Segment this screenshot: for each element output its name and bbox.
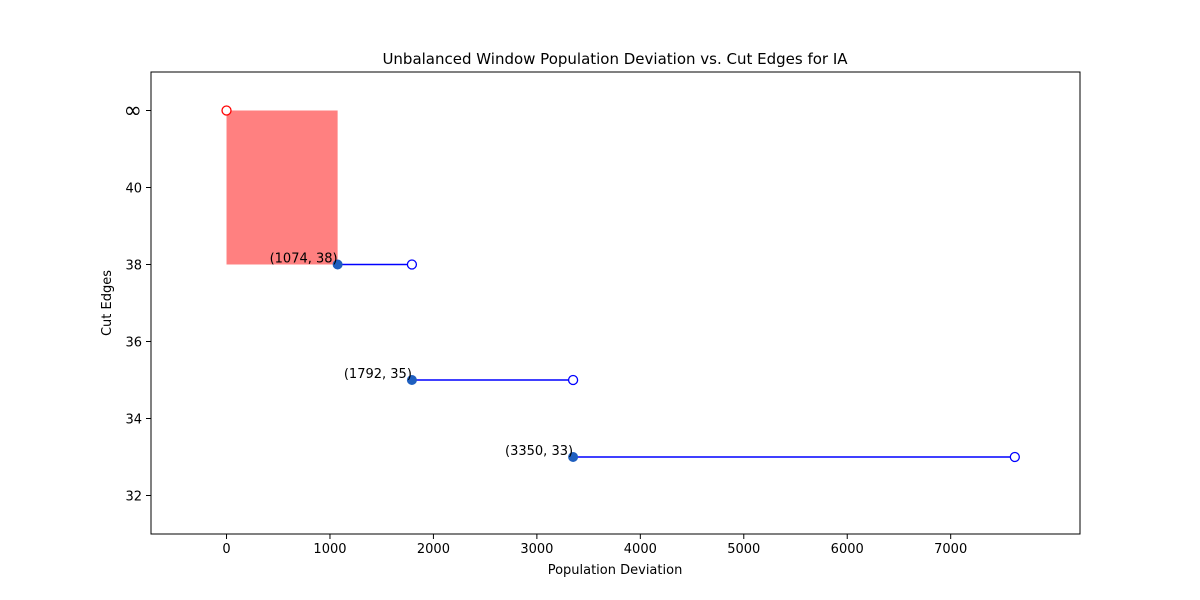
x-tick-label-7: 7000 xyxy=(934,542,967,557)
segments-layer xyxy=(337,263,1015,458)
point-label-1: (1792, 35) xyxy=(344,367,412,382)
y-axis-ticks: 32 34 36 38 40 ∞ xyxy=(124,99,151,505)
plot-area-frame xyxy=(150,71,1081,535)
chart-title: Unbalanced Window Population Deviation v… xyxy=(382,50,848,68)
y-tick-label-3: 38 xyxy=(125,259,142,274)
y-tick-label-2: 36 xyxy=(125,336,142,351)
x-tick-label-3: 3000 xyxy=(520,542,553,557)
x-tick-label-2: 2000 xyxy=(417,542,450,557)
y-axis-label: Cut Edges xyxy=(100,270,115,336)
open-point-0 xyxy=(406,259,418,270)
x-tick-label-6: 6000 xyxy=(831,542,864,557)
shaded-region-layer xyxy=(226,110,338,265)
filled-point-1 xyxy=(406,375,417,385)
y-tick-label-1: 34 xyxy=(125,413,142,428)
x-tick-label-0: 0 xyxy=(222,542,230,557)
filled-point-2 xyxy=(568,452,579,462)
annotations-layer: (1074, 38) (1792, 35) (3350, 33) xyxy=(270,252,574,460)
x-tick-label-5: 5000 xyxy=(727,542,760,557)
open-point-2 xyxy=(1009,451,1020,463)
open-point-1 xyxy=(567,374,579,386)
shaded-region xyxy=(226,110,338,265)
points-layer xyxy=(221,105,1020,463)
point-label-2: (3350, 33) xyxy=(505,444,573,459)
x-tick-label-1: 1000 xyxy=(313,542,346,557)
x-tick-label-4: 4000 xyxy=(624,542,657,557)
point-label-0: (1074, 38) xyxy=(270,252,338,267)
filled-point-0 xyxy=(332,259,343,270)
y-tick-label-infinity: ∞ xyxy=(124,99,142,124)
y-tick-label-0: 32 xyxy=(125,490,142,505)
x-axis-ticks: 0 1000 2000 3000 4000 5000 6000 7000 xyxy=(222,534,967,557)
infinity-point xyxy=(221,105,232,116)
x-axis-label: Population Deviation xyxy=(548,563,683,578)
y-tick-label-4: 40 xyxy=(125,182,142,197)
